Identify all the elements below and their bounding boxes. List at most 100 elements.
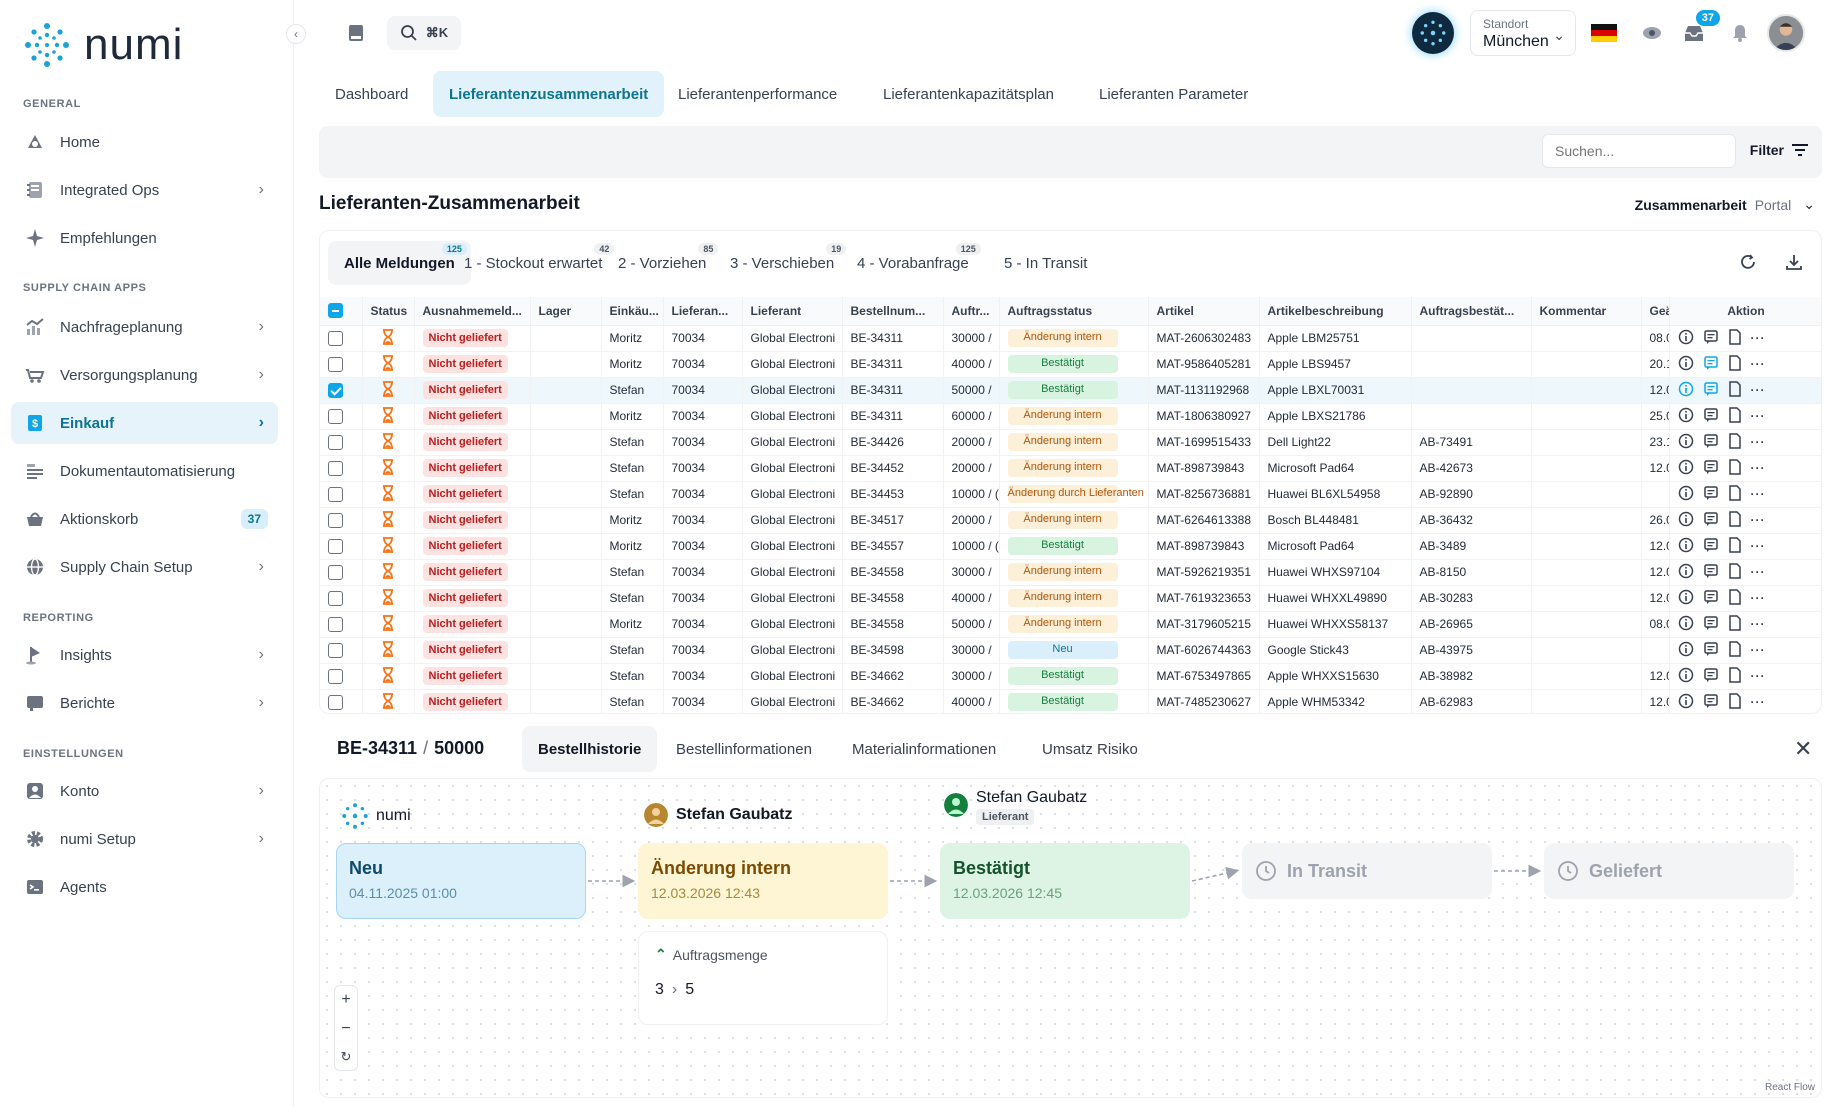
more-options-icon[interactable]: ··· xyxy=(1750,617,1766,631)
info-icon[interactable] xyxy=(1678,667,1694,686)
more-options-icon[interactable]: ··· xyxy=(1750,435,1766,449)
message-icon[interactable] xyxy=(1703,537,1719,556)
row-checkbox[interactable] xyxy=(328,434,343,450)
message-icon[interactable] xyxy=(1703,485,1719,504)
document-icon[interactable] xyxy=(1728,640,1742,660)
table-row[interactable]: Nicht geliefert Stefan 70034 Global Electro… xyxy=(320,663,1821,690)
table-row[interactable]: Nicht geliefert Stefan 70034 Global Electro… xyxy=(320,585,1821,612)
view-toggle[interactable]: Zusammenarbeit Portal ⌄ xyxy=(1635,196,1815,213)
document-icon[interactable] xyxy=(1728,354,1742,374)
message-icon[interactable] xyxy=(1703,381,1719,400)
row-select-cell[interactable] xyxy=(320,585,363,612)
row-select-cell[interactable] xyxy=(320,611,363,638)
document-icon[interactable] xyxy=(1728,510,1742,530)
table-row[interactable]: Nicht geliefert Stefan 70034 Global Electro… xyxy=(320,455,1821,482)
document-icon[interactable] xyxy=(1728,536,1742,556)
column-header[interactable]: Lager xyxy=(530,297,602,326)
row-select-cell[interactable] xyxy=(320,637,363,664)
document-icon[interactable] xyxy=(1728,666,1742,686)
table-row[interactable]: Nicht geliefert Stefan 70034 Global Electro… xyxy=(320,429,1821,456)
row-select-cell[interactable] xyxy=(320,377,363,404)
more-options-icon[interactable]: ··· xyxy=(1750,357,1766,371)
document-icon[interactable] xyxy=(1728,458,1742,478)
row-checkbox[interactable] xyxy=(328,408,343,424)
language-button[interactable] xyxy=(1589,16,1619,50)
subtab-stockout-erwartet[interactable]: 1 - Stockout erwartet 42 xyxy=(448,241,618,285)
message-icon[interactable] xyxy=(1703,433,1719,452)
table-row[interactable]: Nicht geliefert Stefan 70034 Global Electro… xyxy=(320,377,1821,404)
row-select-cell[interactable] xyxy=(320,559,363,586)
bookmark-button[interactable] xyxy=(339,16,373,50)
row-select-cell[interactable] xyxy=(320,455,363,482)
tab-dashboard[interactable]: Dashboard xyxy=(335,85,409,103)
toggle-portal[interactable]: Portal xyxy=(1754,196,1792,213)
sidebar-item-einkauf[interactable]: $ Einkauf › xyxy=(11,402,278,444)
document-icon[interactable] xyxy=(1728,484,1742,504)
row-checkbox[interactable] xyxy=(328,486,343,502)
more-options-icon[interactable]: ··· xyxy=(1750,669,1766,683)
tab-umsatz-risiko[interactable]: Umsatz Risiko xyxy=(1042,740,1138,758)
column-header[interactable]: Auftr... xyxy=(943,297,1000,326)
sidebar-item-nachfrageplanung[interactable]: Nachfrageplanung › xyxy=(11,306,278,348)
row-checkbox[interactable] xyxy=(328,382,343,398)
sidebar-item-aktionskorb[interactable]: Aktionskorb 37 xyxy=(11,498,278,540)
message-icon[interactable] xyxy=(1703,329,1719,348)
more-options-icon[interactable]: ··· xyxy=(1750,513,1766,527)
sidebar-item-versorgungsplanung[interactable]: Versorgungsplanung › xyxy=(11,354,278,396)
search-input[interactable] xyxy=(1542,134,1736,168)
sidebar-item-home[interactable]: Home xyxy=(11,121,278,163)
column-header[interactable]: Status xyxy=(362,297,415,326)
message-icon[interactable] xyxy=(1703,589,1719,608)
toggle-zusammenarbeit[interactable]: Zusammenarbeit xyxy=(1634,196,1747,213)
row-select-cell[interactable] xyxy=(320,689,363,713)
flow-node-neu[interactable]: Neu 04.11.2025 01:00 xyxy=(336,843,586,919)
sidebar-collapse-button[interactable]: ‹ xyxy=(286,24,306,44)
filter-button[interactable]: Filter xyxy=(1750,142,1808,158)
select-all-header[interactable] xyxy=(320,297,363,326)
numi-assistant-button[interactable] xyxy=(1412,12,1454,54)
more-options-icon[interactable]: ··· xyxy=(1750,539,1766,553)
info-icon[interactable] xyxy=(1678,459,1694,478)
tab-lieferantenkapazitaetsplan[interactable]: Lieferantenkapazitätsplan xyxy=(883,85,1054,103)
row-checkbox[interactable] xyxy=(328,330,343,346)
column-header[interactable]: Ausnahmemeld... xyxy=(414,297,531,326)
message-icon[interactable] xyxy=(1703,355,1719,374)
row-checkbox[interactable] xyxy=(328,538,343,554)
table-row[interactable]: Nicht geliefert Moritz 70034 Global Electro… xyxy=(320,403,1821,430)
info-icon[interactable] xyxy=(1678,407,1694,426)
row-checkbox[interactable] xyxy=(328,668,343,684)
sidebar-item-supply-chain-setup[interactable]: Supply Chain Setup › xyxy=(11,546,278,588)
row-select-cell[interactable] xyxy=(320,533,363,560)
table-row[interactable]: Nicht geliefert Stefan 70034 Global Electro… xyxy=(320,481,1821,508)
close-detail-button[interactable]: ✕ xyxy=(1794,736,1812,762)
row-select-cell[interactable] xyxy=(320,403,363,430)
more-options-icon[interactable]: ··· xyxy=(1750,487,1766,501)
sidebar-item-integrated-ops[interactable]: Integrated Ops › xyxy=(11,169,278,211)
document-icon[interactable] xyxy=(1728,588,1742,608)
info-icon[interactable] xyxy=(1678,563,1694,582)
sidebar-item-empfehlungen[interactable]: Empfehlungen xyxy=(11,217,278,259)
table-row[interactable]: Nicht geliefert Stefan 70034 Global Electro… xyxy=(320,559,1821,586)
row-checkbox[interactable] xyxy=(328,460,343,476)
row-select-cell[interactable] xyxy=(320,325,363,352)
more-options-icon[interactable]: ··· xyxy=(1750,695,1766,709)
column-header[interactable]: Geä xyxy=(1641,297,1670,326)
more-options-icon[interactable]: ··· xyxy=(1750,383,1766,397)
flow-node-geliefert[interactable]: Geliefert xyxy=(1544,843,1794,899)
order-history-flow[interactable]: numi Stefan Gaubatz Stefan Gaubatz Liefe… xyxy=(319,778,1822,1098)
info-icon[interactable] xyxy=(1678,433,1694,452)
row-checkbox[interactable] xyxy=(328,564,343,580)
row-select-cell[interactable] xyxy=(320,351,363,378)
tab-lieferantenperformance[interactable]: Lieferantenperformance xyxy=(678,85,838,103)
info-icon[interactable] xyxy=(1678,511,1694,530)
document-icon[interactable] xyxy=(1728,432,1742,452)
download-button[interactable] xyxy=(1785,253,1803,274)
table-row[interactable]: Nicht geliefert Stefan 70034 Global Electro… xyxy=(320,637,1821,664)
row-checkbox[interactable] xyxy=(328,642,343,658)
sidebar-item-konto[interactable]: Konto › xyxy=(11,770,278,812)
tab-bestellinformationen[interactable]: Bestellinformationen xyxy=(676,740,812,758)
refresh-button[interactable] xyxy=(1739,253,1757,274)
avatar[interactable] xyxy=(1767,14,1805,52)
change-card[interactable]: ⌃ Auftragsmenge 3 › 5 xyxy=(638,931,888,1025)
column-header[interactable]: Kommentar xyxy=(1531,297,1642,326)
